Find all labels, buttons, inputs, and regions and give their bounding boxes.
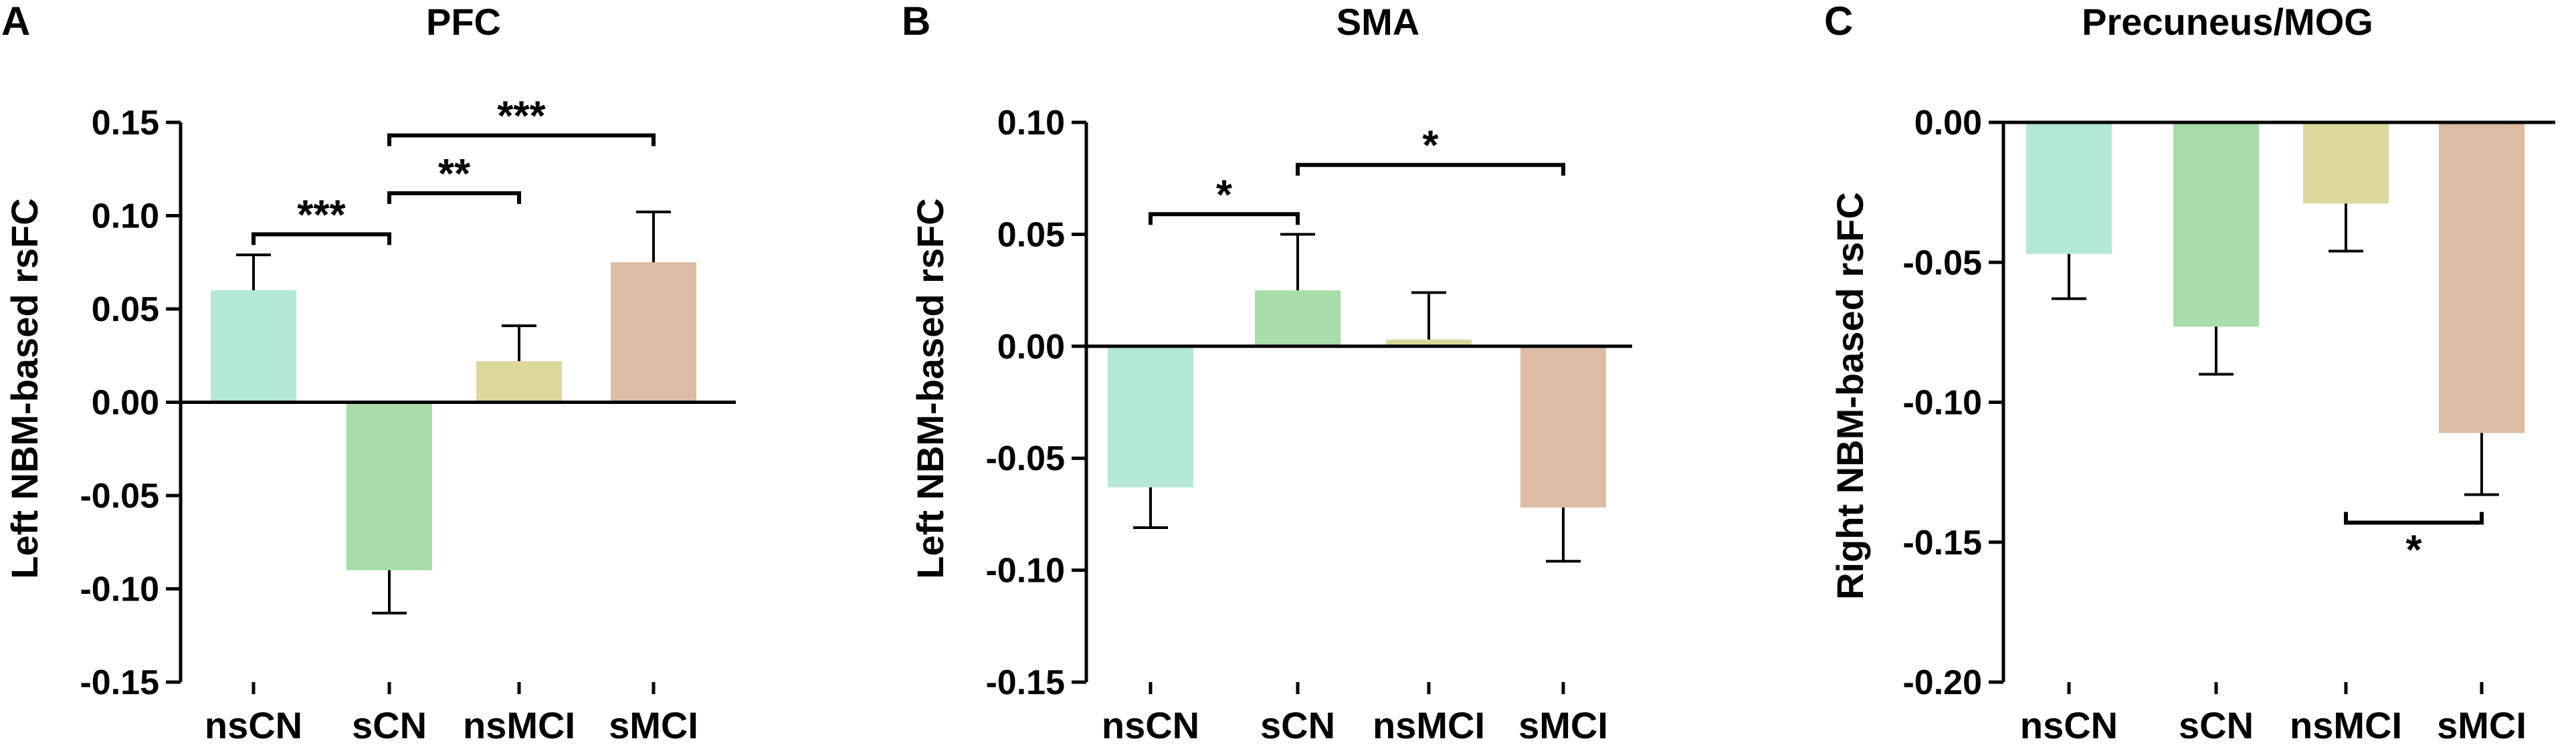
- panel-a-y-axis-label: Left NBM-based rsFC: [3, 198, 45, 578]
- bar-sCN: [2173, 122, 2259, 327]
- panel-b: B SMA Left NBM-based rsFC 0.10 0.05 0.00 -0…: [902, 0, 1632, 746]
- panel-b-y-axis-label: Left NBM-based rsFC: [909, 198, 951, 578]
- y-tick-label: -0.05: [985, 439, 1065, 478]
- y-tick-label: -0.15: [80, 663, 159, 702]
- y-tick-label: -0.10: [80, 570, 159, 609]
- significance-bracket: [2344, 512, 2484, 525]
- y-tick-label: -0.10: [1902, 384, 1982, 423]
- y-tick-label: 0.00: [92, 384, 159, 423]
- panel-c-letter: C: [1824, 0, 1853, 43]
- bar-sMCI: [611, 262, 696, 403]
- category-label-nsMCI: nsMCI: [1373, 704, 1485, 746]
- panel-a-plot: 0.15 0.10 0.05 0.00 -0.05 -0.10 -0.15 nsCN sCN ns…: [80, 94, 736, 746]
- category-label-sCN: sCN: [352, 704, 427, 746]
- bar-nsCN: [211, 290, 296, 403]
- significance-bracket: [1296, 163, 1565, 176]
- significance-bracket: [387, 133, 656, 146]
- bar-nsMCI: [1386, 339, 1472, 346]
- panel-b-letter: B: [902, 0, 930, 43]
- category-label-sMCI: sMCI: [1518, 704, 1608, 746]
- y-tick-label: 0.00: [997, 328, 1065, 366]
- significance-bracket: [252, 232, 391, 245]
- y-tick-label: 0.00: [1914, 104, 1982, 142]
- significance-label: **: [438, 151, 471, 197]
- category-label-nsCN: nsCN: [2020, 704, 2118, 746]
- panel-c-y-axis-label: Right NBM-based rsFC: [1829, 192, 1871, 600]
- bar-nsMCI: [2303, 122, 2389, 204]
- y-tick-label: -0.05: [80, 477, 159, 516]
- significance-label: ***: [297, 192, 346, 238]
- bar-nsCN: [2026, 122, 2112, 254]
- category-label-nsMCI: nsMCI: [2290, 704, 2402, 746]
- panel-a: A PFC Left NBM-based rsFC 0.150.100.050.…: [1, 0, 736, 746]
- significance-bracket: [1149, 212, 1300, 225]
- category-label-sCN: sCN: [1260, 704, 1335, 746]
- y-tick-label: -0.20: [1902, 663, 1982, 702]
- significance-label: *: [1422, 123, 1439, 169]
- panel-a-title: PFC: [426, 1, 501, 43]
- category-label-sCN: sCN: [2179, 704, 2254, 746]
- panel-b-title: SMA: [1336, 1, 1419, 43]
- category-label-nsMCI: nsMCI: [463, 704, 575, 746]
- y-tick-label: -0.15: [985, 663, 1065, 702]
- panel-c: C Precuneus/MOG Right NBM-based rsFC 0.0…: [1824, 0, 2555, 746]
- significance-label: *: [2405, 527, 2422, 573]
- category-label-nsCN: nsCN: [1102, 704, 1199, 746]
- panel-c-plot: 0.00 -0.05 -0.10 -0.15 -0.20 nsCN sCN nsMCI sMCI…: [1902, 104, 2555, 746]
- panel-b-plot: 0.10 0.05 0.00 -0.05 -0.10 -0.15 nsCN sCN nsMCI s…: [985, 104, 1632, 746]
- significance-bracket: [387, 191, 521, 205]
- bar-sCN: [1255, 290, 1341, 346]
- y-tick-label: 0.10: [92, 197, 159, 236]
- panel-a-letter: A: [1, 0, 30, 43]
- significance-label: *: [1216, 172, 1233, 218]
- panel-c-title: Precuneus/MOG: [2082, 1, 2373, 43]
- y-tick-label: -0.15: [1902, 524, 1982, 562]
- category-label-sMCI: sMCI: [609, 704, 698, 746]
- bar-nsMCI: [476, 361, 562, 403]
- significance-label: ***: [497, 94, 546, 140]
- category-label-sMCI: sMCI: [2437, 704, 2527, 746]
- bar-nsCN: [1108, 346, 1193, 488]
- y-tick-label: -0.05: [1902, 243, 1982, 282]
- y-tick-label: 0.10: [997, 104, 1065, 142]
- bar-sMCI: [1520, 346, 1606, 508]
- y-tick-label: 0.05: [92, 290, 159, 329]
- y-tick-label: -0.10: [985, 552, 1065, 591]
- bar-sMCI: [2439, 122, 2524, 433]
- y-tick-label: 0.15: [92, 104, 159, 142]
- bar-sCN: [346, 402, 432, 570]
- y-tick-label: 0.05: [997, 215, 1065, 254]
- category-label-nsCN: nsCN: [205, 704, 302, 746]
